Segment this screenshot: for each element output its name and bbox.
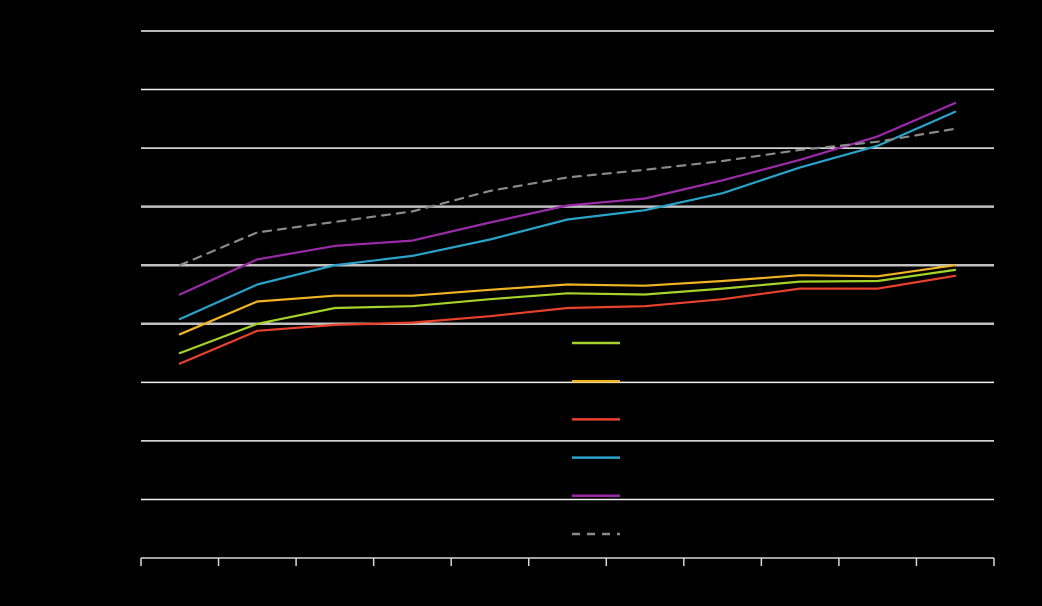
series-line-4: [178, 110, 957, 321]
x-axis: [140, 557, 995, 566]
series-line-6: [178, 127, 957, 267]
series-line-5: [178, 101, 957, 296]
series-line-3: [178, 274, 957, 365]
series-lines: [178, 101, 957, 365]
series-line-2: [178, 264, 957, 336]
series-line-1: [178, 268, 957, 355]
gridlines: [141, 30, 994, 501]
legend: [572, 341, 620, 536]
